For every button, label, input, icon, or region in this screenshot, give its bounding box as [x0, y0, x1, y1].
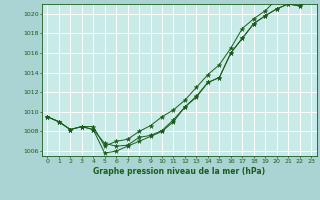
X-axis label: Graphe pression niveau de la mer (hPa): Graphe pression niveau de la mer (hPa): [93, 167, 265, 176]
